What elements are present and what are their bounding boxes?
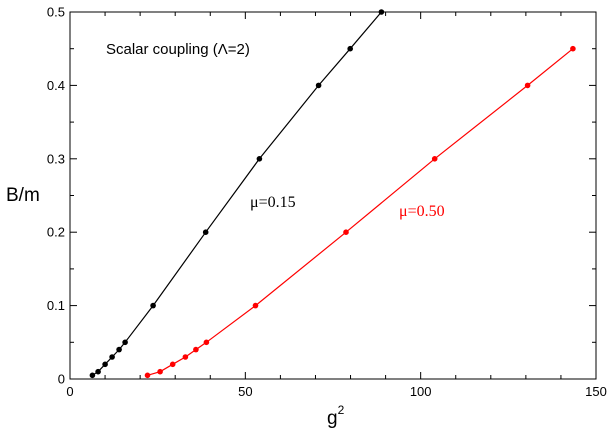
x-axis-label-base: g xyxy=(327,408,338,428)
ticks-layer: 0 50 100 150 0 0.1 0.2 0.3 0.4 0.5 xyxy=(47,5,607,400)
series-0-point xyxy=(102,361,108,368)
y-tick-label: 0.2 xyxy=(47,225,65,240)
series-1-point xyxy=(252,302,259,309)
series-1-point xyxy=(431,156,438,162)
series-1-point xyxy=(570,45,576,52)
coupling-annotation: Scalar coupling (Λ=2) xyxy=(106,41,250,58)
series-0-point xyxy=(95,368,101,375)
x-tick-label: 50 xyxy=(238,384,252,399)
plot-frame xyxy=(69,11,597,380)
y-axis-label: B/m xyxy=(6,185,40,206)
series-0-point xyxy=(89,372,96,379)
series-0-point xyxy=(122,339,128,346)
series-1-point xyxy=(182,354,189,360)
series-0-point xyxy=(109,354,115,360)
y-tick-label: 0.3 xyxy=(47,151,65,166)
series-label-mu-015: μ=0.15 xyxy=(250,194,296,211)
x-tick-label: 150 xyxy=(585,384,607,399)
series-1-point xyxy=(193,346,199,353)
series-0-line xyxy=(92,11,382,376)
series-1-point xyxy=(157,368,163,375)
series-0-point xyxy=(116,346,122,353)
x-tick-label: 100 xyxy=(410,384,432,399)
series-label-mu-050: μ=0.50 xyxy=(399,203,445,220)
series-1-point xyxy=(203,339,210,346)
series-0-point xyxy=(347,45,354,52)
x-tick-label: 0 xyxy=(66,384,73,399)
series-1-point xyxy=(169,361,176,368)
y-tick-label: 0.1 xyxy=(47,298,65,313)
series-layer xyxy=(89,9,576,379)
series-0-point xyxy=(202,229,209,235)
series-0-point xyxy=(256,156,263,162)
series-1-point xyxy=(343,229,349,235)
series-0-point xyxy=(150,302,156,309)
series-1-point xyxy=(144,372,151,379)
x-axis-label: g2 xyxy=(327,403,345,428)
x-axis-label-superscript: 2 xyxy=(338,403,345,417)
y-tick-label: 0.5 xyxy=(47,5,65,20)
y-tick-label: 0 xyxy=(58,372,65,387)
series-1-point xyxy=(524,82,531,89)
y-tick-label: 0.4 xyxy=(47,78,65,93)
series-1-line xyxy=(147,48,574,376)
series-0-point xyxy=(315,82,322,89)
